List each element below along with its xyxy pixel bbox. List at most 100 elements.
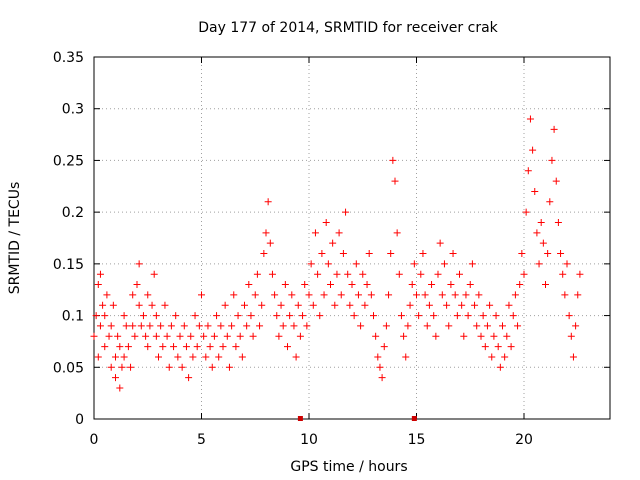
data-point: [249, 332, 257, 340]
data-point: [372, 332, 380, 340]
data-point: [359, 270, 367, 278]
data-point: [204, 322, 212, 330]
data-point: [133, 281, 141, 289]
data-point: [522, 208, 530, 216]
data-point: [531, 187, 539, 195]
data-point: [438, 291, 446, 299]
data-point: [348, 281, 356, 289]
data-point: [526, 115, 534, 123]
data-point: [499, 322, 506, 330]
data-point: [542, 281, 549, 289]
data-point: [157, 322, 165, 330]
data-point: [554, 218, 562, 226]
data-point: [112, 353, 119, 361]
data-point: [462, 291, 470, 299]
data-point: [135, 301, 143, 309]
data-point: [436, 239, 444, 247]
data-point: [350, 312, 358, 320]
data-point: [103, 291, 111, 299]
data-point: [509, 312, 517, 320]
data-point: [116, 343, 124, 351]
data-point: [120, 312, 128, 320]
data-point: [144, 291, 152, 299]
data-point: [417, 270, 425, 278]
data-point: [251, 291, 259, 299]
y-tick-label: 0.15: [53, 257, 84, 273]
data-point: [406, 301, 414, 309]
x-tick-label: 10: [300, 432, 318, 448]
data-point: [309, 301, 317, 309]
data-point: [539, 239, 547, 247]
data-point: [447, 281, 455, 289]
data-point: [456, 270, 463, 278]
data-point: [544, 250, 552, 258]
data-point: [387, 250, 395, 258]
data-point: [161, 301, 169, 309]
x-tick-label: 5: [197, 432, 206, 448]
data-point: [404, 322, 412, 330]
data-point: [305, 291, 313, 299]
data-point: [329, 239, 337, 247]
data-point: [101, 312, 109, 320]
data-point: [170, 343, 178, 351]
data-point: [574, 291, 582, 299]
data-point: [107, 322, 115, 330]
data-point: [357, 322, 365, 330]
data-point: [230, 291, 238, 299]
data-point: [339, 250, 347, 258]
data-point: [206, 343, 214, 351]
data-point: [247, 312, 255, 320]
data-point: [253, 270, 261, 278]
data-point: [421, 291, 429, 299]
data-point: [440, 260, 448, 268]
data-point: [361, 301, 369, 309]
data-point: [213, 312, 221, 320]
data-point: [391, 177, 399, 185]
data-point: [142, 332, 150, 340]
data-point: [200, 332, 208, 340]
data-point: [473, 322, 481, 330]
data-point: [511, 291, 519, 299]
data-point: [116, 384, 124, 392]
data-point: [316, 312, 324, 320]
data-point: [180, 322, 188, 330]
data-point: [311, 229, 319, 237]
data-point: [565, 312, 573, 320]
data-point: [451, 291, 459, 299]
data-point: [262, 229, 270, 237]
data-point: [327, 281, 334, 289]
data-point: [425, 301, 433, 309]
data-point: [268, 270, 276, 278]
data-point: [159, 343, 167, 351]
data-point: [428, 281, 436, 289]
data-point: [572, 322, 580, 330]
data-point: [376, 363, 384, 371]
data-point: [342, 208, 350, 216]
data-point: [189, 353, 197, 361]
data-point: [374, 353, 382, 361]
data-point: [107, 363, 115, 371]
zero-marker: [297, 416, 303, 421]
data-point: [234, 312, 242, 320]
data-point: [105, 332, 113, 340]
data-point: [557, 250, 565, 258]
data-point: [94, 281, 102, 289]
y-tick-label: 0.2: [62, 205, 84, 221]
data-point: [363, 281, 371, 289]
data-point: [260, 250, 268, 258]
data-point: [483, 322, 491, 330]
data-point: [569, 353, 577, 361]
data-point: [320, 291, 328, 299]
x-tick-label: 15: [408, 432, 426, 448]
data-point: [279, 322, 287, 330]
data-point: [494, 343, 502, 351]
data-point: [195, 322, 203, 330]
data-point: [101, 343, 109, 351]
data-point: [460, 332, 468, 340]
data-point: [503, 332, 511, 340]
data-point: [286, 312, 294, 320]
data-point: [488, 353, 496, 361]
data-point: [114, 332, 122, 340]
data-point: [365, 250, 373, 258]
